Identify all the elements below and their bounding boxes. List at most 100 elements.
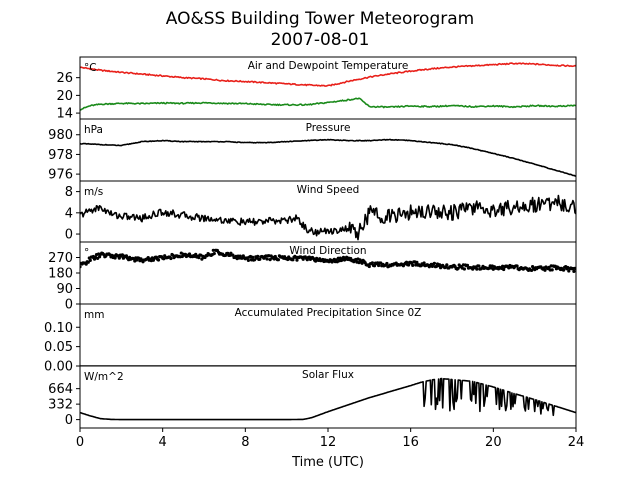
series-line-2-0: [80, 194, 576, 241]
wind-direction-point: [117, 256, 121, 260]
wind-direction-point: [265, 257, 269, 261]
y-tick-label: 664: [48, 382, 73, 397]
figure-title-line1: AO&SS Building Tower Meteorogram: [166, 9, 474, 29]
y-tick-label: 270: [48, 251, 73, 266]
panel-unit-label: mm: [84, 309, 104, 321]
panel-title: Pressure: [306, 122, 351, 134]
panel-title: Wind Direction: [289, 245, 366, 257]
wind-direction-point: [515, 264, 519, 268]
y-tick-label: 14: [56, 107, 73, 122]
panel-unit-label: hPa: [84, 124, 103, 136]
x-tick-label: 20: [485, 435, 502, 450]
wind-direction-point: [502, 267, 506, 272]
series-line-1-0: [80, 138, 576, 178]
wind-direction-point: [212, 252, 216, 256]
y-tick-label: 0.00: [44, 360, 73, 375]
wind-direction-point: [477, 264, 481, 268]
wind-direction-point: [411, 263, 415, 267]
wind-direction-point: [295, 258, 299, 262]
wind-direction-point: [562, 268, 566, 272]
y-tick-label: 976: [48, 168, 73, 183]
y-tick-label: 26: [56, 71, 73, 86]
x-axis-label: Time (UTC): [291, 455, 364, 470]
wind-direction-point: [194, 252, 198, 256]
wind-direction-point: [258, 257, 262, 261]
wind-direction-point: [370, 261, 374, 265]
wind-direction-point: [572, 269, 576, 273]
wind-direction-point: [550, 268, 554, 272]
y-tick-label: 4: [65, 206, 73, 221]
wind-direction-point: [462, 267, 466, 271]
y-tick-label: 90: [56, 282, 73, 297]
wind-direction-point: [256, 254, 260, 258]
y-tick-label: 0: [65, 413, 73, 428]
panel-2: 0 4 8 m/s Wind Speed: [65, 180, 577, 243]
panel-title: Solar Flux: [302, 369, 354, 381]
y-tick-label: 180: [48, 267, 73, 282]
panel-0: 14 20 26 °C Air and Dewpoint Temperature: [56, 56, 577, 122]
wind-direction-point: [156, 258, 161, 262]
wind-direction-point: [377, 263, 381, 268]
x-tick-label: 12: [320, 435, 337, 450]
x-tick-label: 24: [568, 435, 585, 450]
panel-4: 0.00 0.05 0.10 mm Accumulated Precipitation …: [44, 303, 577, 375]
wind-direction-point: [407, 263, 411, 267]
x-tick-label: 4: [159, 435, 167, 450]
wind-direction-point: [169, 256, 173, 261]
wind-direction-point: [246, 258, 250, 262]
panel-unit-label: W/m^2: [84, 371, 124, 383]
wind-direction-point: [187, 252, 192, 256]
wind-direction-point: [86, 260, 90, 264]
y-tick-label: 0.05: [44, 340, 73, 355]
wind-direction-point: [445, 263, 449, 267]
panel-unit-label: °C: [84, 62, 97, 74]
wind-direction-point: [465, 263, 470, 267]
wind-direction-point: [197, 256, 201, 260]
wind-direction-point: [84, 262, 88, 266]
series-3-0: [80, 248, 576, 273]
y-tick-label: 0: [65, 298, 73, 313]
wind-direction-point: [475, 267, 479, 271]
wind-direction-point: [291, 258, 295, 262]
x-tick-label: 8: [241, 435, 249, 450]
wind-direction-point: [567, 269, 571, 273]
wind-direction-point: [372, 264, 377, 268]
wind-direction-point: [251, 255, 255, 259]
wind-direction-point: [98, 255, 102, 259]
wind-direction-point: [543, 268, 547, 272]
wind-direction-point: [88, 258, 92, 262]
panel-unit-label: m/s: [84, 186, 103, 198]
y-tick-label: 8: [65, 185, 73, 200]
wind-direction-point: [367, 264, 371, 269]
x-tick-label: 16: [402, 435, 419, 450]
series-line-0-0: [80, 62, 576, 87]
wind-direction-point: [530, 268, 534, 272]
panel-1: 976 978 980 hPa Pressure: [48, 118, 577, 183]
wind-direction-point: [276, 258, 280, 262]
y-tick-label: 0: [65, 228, 73, 243]
y-tick-label: 0.10: [44, 321, 73, 336]
panel-title: Air and Dewpoint Temperature: [248, 60, 409, 72]
wind-direction-point: [113, 256, 117, 260]
wind-direction-point: [404, 260, 409, 264]
wind-direction-point: [385, 261, 389, 266]
wind-direction-point: [231, 253, 235, 257]
shared-x-axis: 0 4 8 12 16 20 24: [76, 428, 584, 450]
wind-direction-point: [422, 261, 426, 265]
y-tick-label: 978: [48, 148, 73, 163]
panel-title: Accumulated Precipitation Since 0Z: [235, 307, 422, 319]
figure-title-line2: 2007-08-01: [271, 30, 370, 50]
panel-title: Wind Speed: [297, 184, 360, 196]
wind-direction-point: [415, 260, 419, 264]
wind-direction-point: [432, 261, 436, 265]
y-tick-label: 20: [56, 89, 73, 104]
series-line-0-1: [80, 97, 576, 111]
y-tick-label: 980: [48, 128, 73, 143]
panel-unit-label: °: [84, 247, 89, 259]
x-tick-label: 0: [76, 435, 84, 450]
y-tick-label: 332: [48, 398, 73, 413]
